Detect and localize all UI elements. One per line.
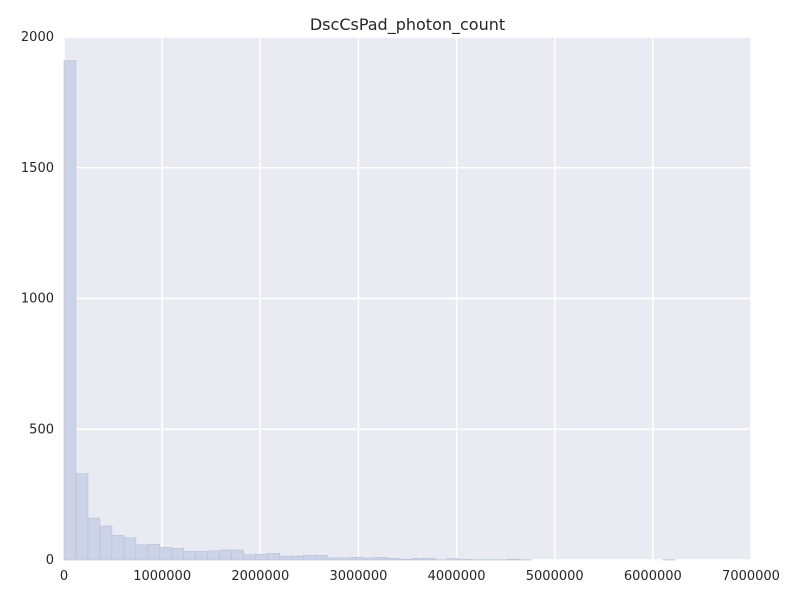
y-axis-ticks: 0 500 1000 1500 2000 (21, 30, 54, 568)
histogram-bar (351, 557, 364, 561)
y-tick-label: 2000 (21, 30, 54, 45)
histogram-bar (410, 558, 424, 561)
histogram-bar (243, 554, 256, 561)
histogram-bar (171, 547, 185, 561)
histogram-bar (123, 537, 137, 561)
histogram-bar (63, 60, 77, 561)
histogram-bar (422, 558, 436, 561)
x-tick-label: 0 (60, 569, 68, 584)
histogram-bar (446, 558, 460, 561)
histogram-bar (159, 547, 173, 561)
histogram-bar (219, 549, 232, 561)
x-axis-ticks: 0 1000000 2000000 3000000 4000000 5000000 6000… (60, 569, 780, 584)
histogram-bar (195, 551, 208, 561)
histogram-bar (398, 558, 412, 561)
x-tick-label: 1000000 (133, 569, 191, 584)
histogram-bar (386, 558, 400, 561)
x-tick-label: 2000000 (231, 569, 289, 584)
histogram-bar (135, 544, 149, 561)
histogram-bar (75, 473, 89, 561)
histogram-bar (147, 544, 161, 561)
x-tick-label: 5000000 (526, 569, 584, 584)
histogram-bar (99, 525, 113, 561)
histogram-bar (315, 554, 328, 561)
histogram-bar (506, 558, 520, 561)
y-tick-label: 0 (46, 553, 54, 568)
histogram-bar (255, 553, 268, 561)
histogram-bar (291, 555, 304, 561)
x-tick-label: 7000000 (722, 569, 780, 584)
chart-title: DscCsPad_photon_count (310, 15, 505, 35)
histogram-bar (339, 557, 352, 561)
histogram-bar (303, 554, 316, 561)
histogram-bar (231, 549, 244, 561)
histogram-bar (183, 551, 197, 561)
y-tick-label: 1000 (21, 292, 54, 307)
x-tick-label: 6000000 (624, 569, 682, 584)
histogram-bar (87, 517, 101, 561)
x-tick-label: 4000000 (428, 569, 486, 584)
y-tick-label: 500 (29, 422, 54, 437)
histogram-bar (363, 557, 376, 561)
histogram-bar (279, 555, 292, 561)
histogram-bar (207, 550, 220, 561)
histogram-bar (458, 559, 472, 561)
histogram-bar (327, 557, 340, 561)
y-tick-label: 1500 (21, 161, 54, 176)
x-tick-label: 3000000 (329, 569, 387, 584)
histogram-bar (375, 557, 388, 561)
histogram-bar (111, 534, 125, 561)
histogram-bars (63, 60, 675, 561)
histogram-bar (267, 553, 280, 561)
